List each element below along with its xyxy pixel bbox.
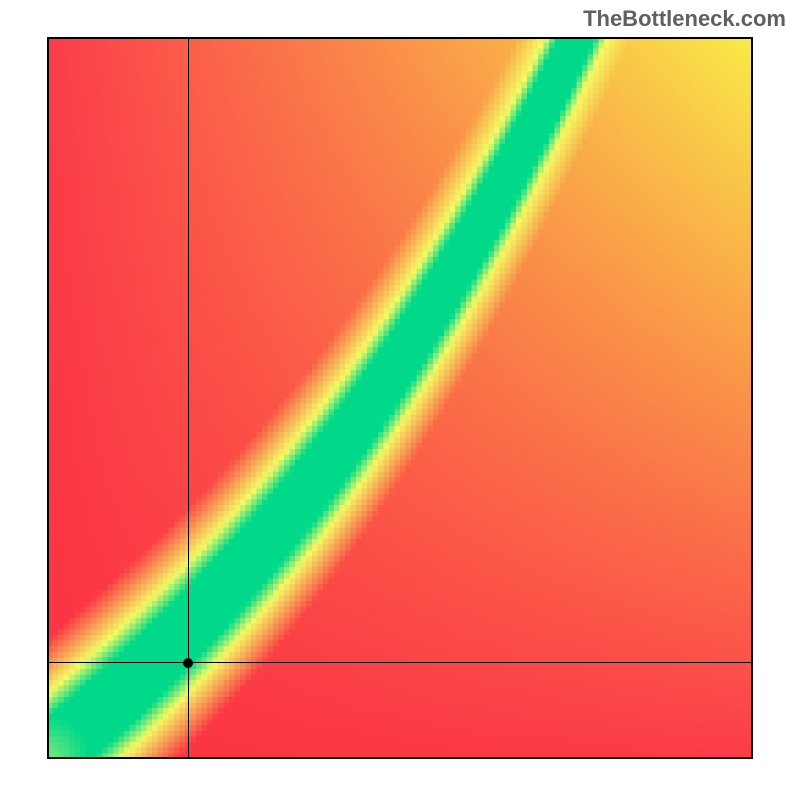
marker-point bbox=[183, 658, 193, 668]
crosshair-horizontal bbox=[47, 662, 753, 663]
chart-container: TheBottleneck.com bbox=[0, 0, 800, 800]
watermark-text: TheBottleneck.com bbox=[583, 6, 786, 32]
crosshair-vertical bbox=[188, 37, 189, 759]
heatmap-canvas bbox=[47, 37, 753, 759]
